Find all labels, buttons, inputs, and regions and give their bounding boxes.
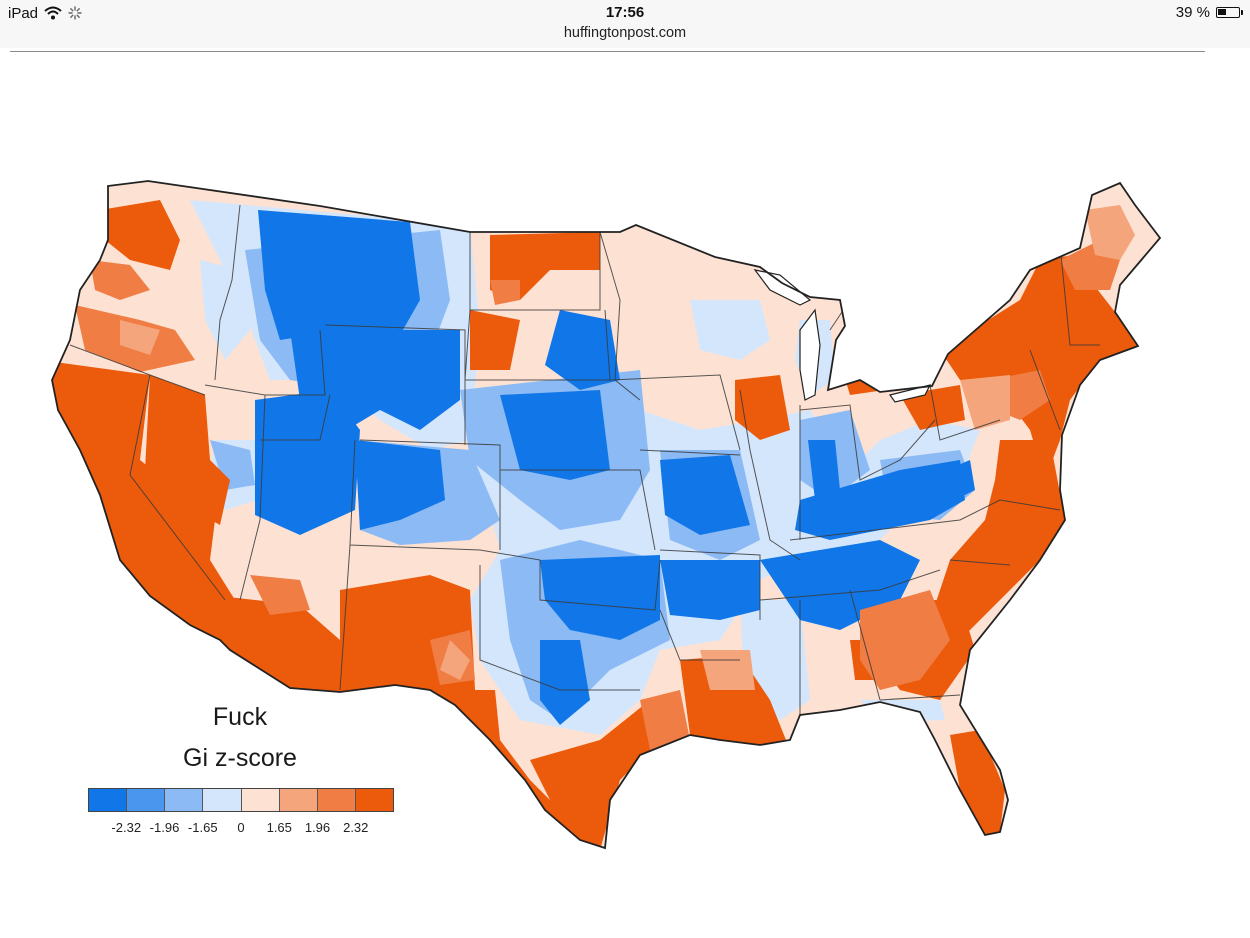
legend-tick-label: -1.96 bbox=[149, 820, 180, 835]
legend-tick-label: -1.65 bbox=[187, 820, 218, 835]
loading-spinner-icon bbox=[68, 6, 82, 20]
device-name: iPad bbox=[8, 4, 39, 22]
page-divider bbox=[10, 51, 1205, 52]
status-bar: iPad 17:56 39 % huffingtonpost.com bbox=[0, 0, 1250, 48]
legend-swatch bbox=[89, 789, 128, 811]
legend-swatch bbox=[165, 789, 204, 811]
legend-swatch bbox=[355, 789, 393, 811]
legend-tick-label: 1.65 bbox=[266, 820, 292, 835]
legend-swatch bbox=[127, 789, 166, 811]
legend-swatch bbox=[279, 789, 318, 811]
clock: 17:56 bbox=[605, 4, 645, 21]
legend-swatch bbox=[241, 789, 280, 811]
legend-title-word: Fuck bbox=[212, 703, 268, 731]
battery-icon bbox=[1216, 7, 1243, 18]
legend-swatch bbox=[203, 789, 242, 811]
status-left: iPad bbox=[8, 4, 82, 22]
status-right: 39 % bbox=[1175, 4, 1243, 21]
wifi-icon bbox=[44, 6, 62, 20]
legend-tick-label: -2.32 bbox=[111, 820, 142, 835]
legend-tick-labels: -2.32 -1.96 -1.65 0 1.65 1.96 2.32 bbox=[88, 820, 394, 836]
legend-swatch bbox=[317, 789, 356, 811]
address-bar-url[interactable]: huffingtonpost.com bbox=[563, 25, 687, 41]
battery-level bbox=[1218, 9, 1226, 15]
battery-percent: 39 % bbox=[1175, 4, 1210, 21]
color-legend-bar bbox=[88, 788, 394, 812]
legend-tick-label: 0 bbox=[237, 820, 245, 835]
legend-tick-label: 1.96 bbox=[304, 820, 331, 835]
legend-tick-label: 2.32 bbox=[343, 820, 369, 835]
legend-title-metric: Gi z-score bbox=[183, 744, 297, 772]
